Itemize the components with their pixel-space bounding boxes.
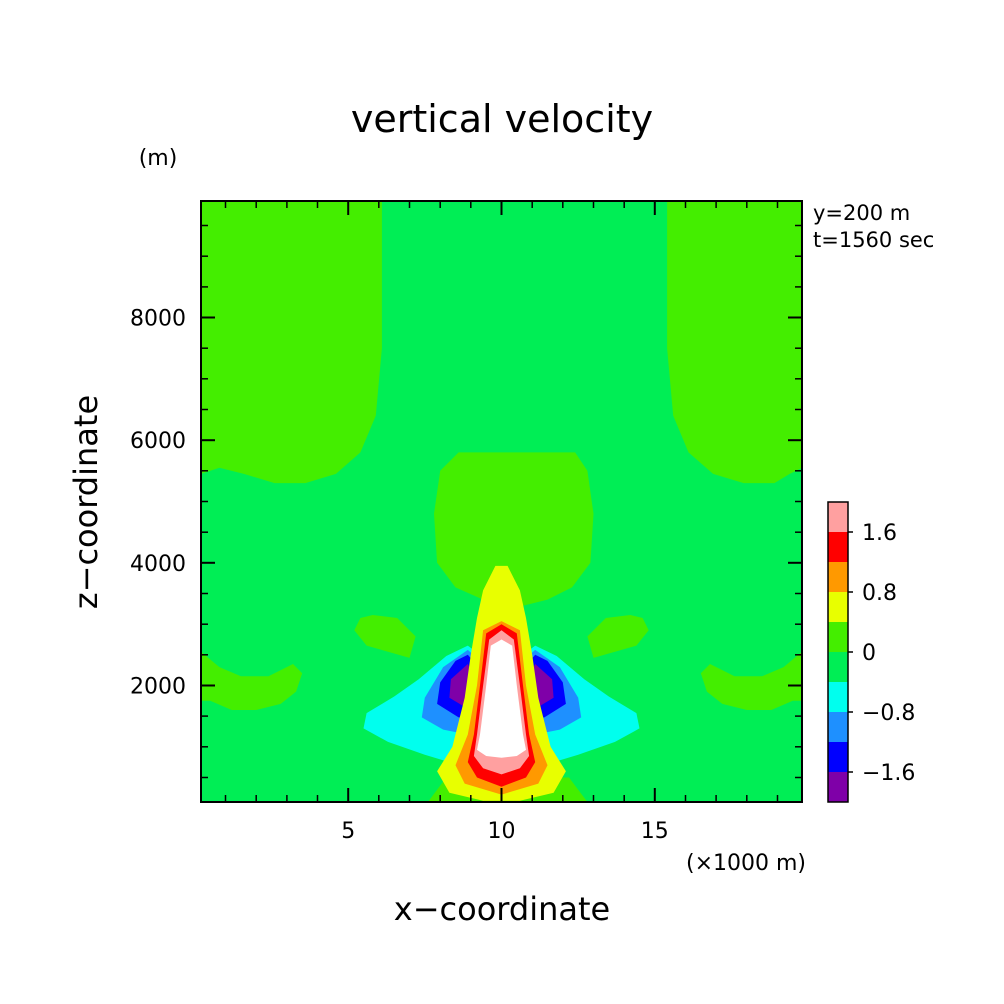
- colorbar-swatch: [828, 742, 848, 772]
- contour-region: [587, 615, 649, 658]
- contour-region: [201, 651, 303, 710]
- colorbar-swatch: [828, 772, 848, 802]
- y-axis-title: z−coordinate: [67, 395, 105, 609]
- colorbar-swatch: [828, 532, 848, 562]
- colorbar-tick-label: −1.6: [862, 761, 915, 786]
- y-axis-ticks: 2000 4000 6000 8000: [130, 307, 802, 700]
- y-tick-label: 2000: [130, 675, 186, 700]
- x-tick-label: 10: [488, 819, 516, 844]
- y-tick-label: 8000: [130, 307, 186, 332]
- y-tick-label: 4000: [130, 552, 186, 577]
- annotation-t: t=1560 sec: [813, 228, 934, 252]
- colorbar-tick-label: 1.6: [862, 521, 897, 546]
- colorbar: 1.6 0.8 0 −0.8 −1.6: [827, 501, 915, 803]
- x-tick-label: 15: [641, 819, 669, 844]
- colorbar-tick-label: −0.8: [862, 701, 915, 726]
- x-tick-label: 5: [341, 819, 355, 844]
- plot-area: 5 10 15 2000 4000 6000 8000: [130, 200, 803, 844]
- colorbar-swatch: [828, 712, 848, 742]
- colorbar-swatch: [828, 652, 848, 682]
- minor-ticks: [201, 201, 802, 802]
- colorbar-swatch: [828, 682, 848, 712]
- y-unit-label: (m): [139, 146, 178, 171]
- contour-region: [667, 201, 802, 484]
- x-axis-ticks: 5 10 15: [341, 201, 669, 844]
- colorbar-swatch: [828, 502, 848, 532]
- contour-region: [700, 651, 802, 710]
- colorbar-tick-label: 0: [862, 641, 876, 666]
- contour-region: [434, 452, 594, 606]
- colorbar-tick-label: 0.8: [862, 581, 897, 606]
- y-tick-label: 6000: [130, 429, 186, 454]
- contour-region: [201, 201, 382, 484]
- contour-regions: [201, 201, 802, 802]
- colorbar-swatch: [828, 592, 848, 622]
- x-axis-title: x−coordinate: [394, 890, 610, 928]
- x-unit-label: (×1000 m): [686, 851, 806, 876]
- chart-title: vertical velocity: [351, 97, 653, 141]
- contour-region: [354, 615, 416, 658]
- annotation-y: y=200 m: [813, 201, 910, 225]
- contour-region: [477, 639, 526, 758]
- plot-frame: [200, 200, 803, 803]
- colorbar-swatch: [828, 622, 848, 652]
- colorbar-swatch: [828, 562, 848, 592]
